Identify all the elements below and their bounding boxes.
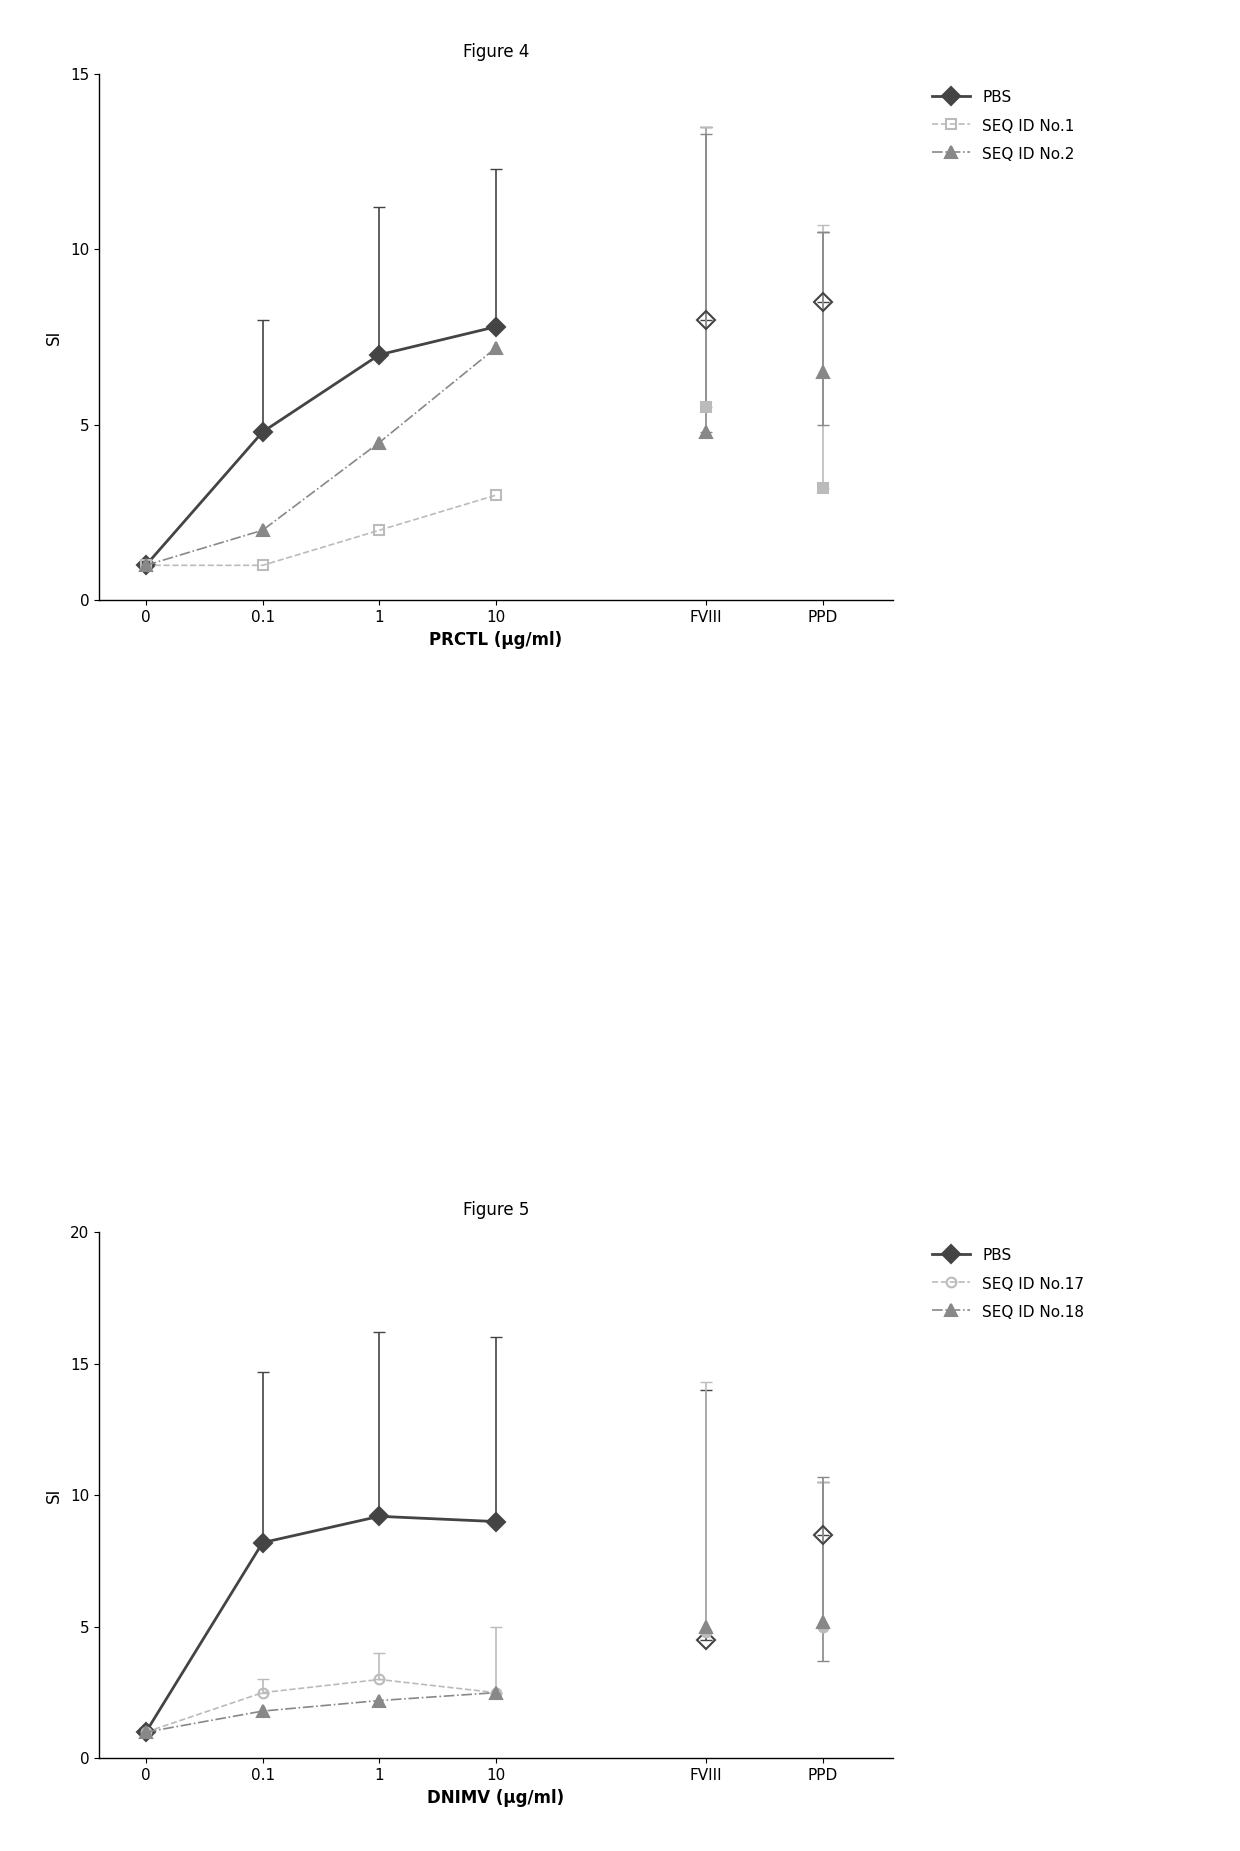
- SEQ ID No.1: [372, 518, 387, 540]
- PBS: [255, 420, 270, 442]
- PBS: [372, 1505, 387, 1527]
- SEQ ID No.17: [489, 1681, 503, 1703]
- SEQ ID No.17: [139, 1721, 154, 1744]
- Line: PBS: PBS: [140, 320, 502, 572]
- PBS: [489, 315, 503, 337]
- Y-axis label: SI: SI: [46, 329, 63, 344]
- Title: Figure 5: Figure 5: [463, 1201, 529, 1220]
- SEQ ID No.18: [489, 1681, 503, 1703]
- Title: Figure 4: Figure 4: [463, 43, 529, 61]
- SEQ ID No.2: [255, 518, 270, 540]
- SEQ ID No.2: [372, 431, 387, 453]
- SEQ ID No.1: [139, 553, 154, 576]
- X-axis label: DNIMV (μg/ml): DNIMV (μg/ml): [428, 1788, 564, 1807]
- Line: SEQ ID No.1: SEQ ID No.1: [141, 491, 501, 570]
- PBS: [489, 1510, 503, 1533]
- SEQ ID No.17: [372, 1668, 387, 1690]
- SEQ ID No.1: [255, 553, 270, 576]
- PBS: [372, 344, 387, 366]
- X-axis label: PRCTL (μg/ml): PRCTL (μg/ml): [429, 631, 563, 648]
- PBS: [255, 1531, 270, 1553]
- SEQ ID No.2: [139, 553, 154, 576]
- SEQ ID No.17: [255, 1681, 270, 1703]
- PBS: [139, 1721, 154, 1744]
- Y-axis label: SI: SI: [46, 1488, 63, 1503]
- SEQ ID No.18: [139, 1721, 154, 1744]
- SEQ ID No.2: [489, 337, 503, 359]
- SEQ ID No.1: [489, 483, 503, 505]
- PBS: [139, 553, 154, 576]
- Line: SEQ ID No.17: SEQ ID No.17: [141, 1675, 501, 1736]
- SEQ ID No.18: [372, 1690, 387, 1712]
- Legend: PBS, SEQ ID No.1, SEQ ID No.2: PBS, SEQ ID No.1, SEQ ID No.2: [924, 81, 1083, 168]
- Line: PBS: PBS: [140, 1510, 502, 1738]
- Line: SEQ ID No.2: SEQ ID No.2: [140, 342, 501, 570]
- Line: SEQ ID No.18: SEQ ID No.18: [140, 1686, 501, 1738]
- SEQ ID No.18: [255, 1699, 270, 1721]
- Legend: PBS, SEQ ID No.17, SEQ ID No.18: PBS, SEQ ID No.17, SEQ ID No.18: [924, 1240, 1092, 1327]
